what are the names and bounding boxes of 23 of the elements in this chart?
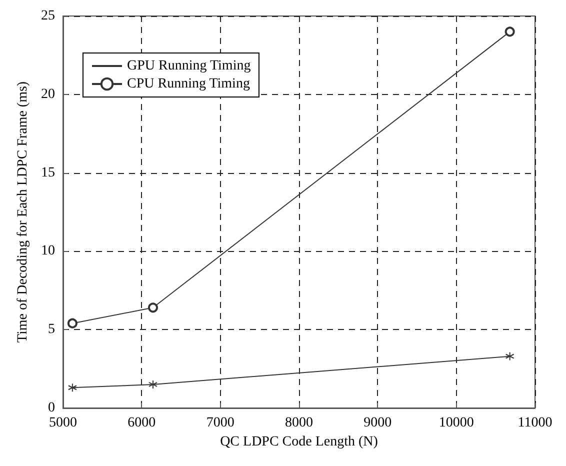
legend-label: CPU Running Timing: [127, 76, 250, 92]
y-tick-label: 10: [41, 244, 55, 259]
x-tick-label: 8000: [285, 416, 313, 430]
y-tick-label: 5: [48, 322, 55, 338]
point: [67, 318, 78, 328]
point: [504, 26, 515, 37]
x-tick-label: 9000: [364, 416, 392, 430]
y-tick-label: 20: [41, 86, 55, 102]
point: [68, 383, 77, 392]
y-tick-label: 0: [48, 400, 55, 416]
point: [148, 380, 158, 389]
point: [505, 352, 514, 361]
y-tick-label: 15: [41, 165, 55, 180]
x-tick-label: 11000: [518, 416, 552, 430]
y-axis-title: Time of Decoding for Each LDPC Frame (ms): [16, 81, 31, 343]
legend-label: GPU Running Timing: [127, 58, 251, 74]
x-tick-label: 7000: [206, 416, 234, 430]
x-tick-label: 10000: [438, 416, 474, 430]
point: [148, 302, 158, 313]
x-axis-title: QC LDPC Code Length (N): [220, 434, 378, 450]
y-tick-label: 25: [41, 8, 55, 24]
x-tick-label: 5000: [49, 416, 77, 430]
x-tick-label: 6000: [128, 416, 156, 430]
